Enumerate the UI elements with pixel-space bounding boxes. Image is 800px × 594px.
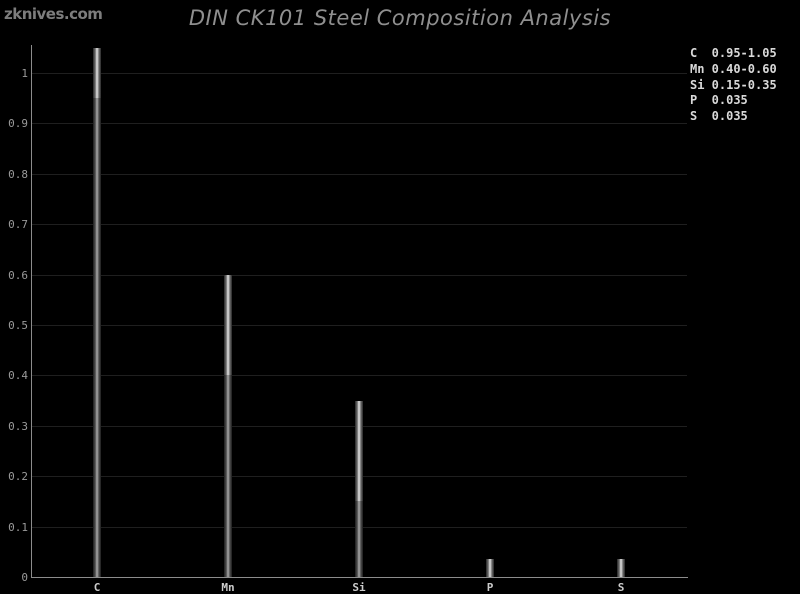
y-gridline xyxy=(31,224,687,226)
legend-element-range: 0.15-0.35 xyxy=(711,77,777,92)
legend-element-range: 0.035 xyxy=(711,93,748,108)
legend-element-range: 0.95-1.05 xyxy=(711,46,777,60)
x-axis-category-label: S xyxy=(617,581,625,594)
legend-element-symbol: C xyxy=(690,46,698,60)
bar-segment-spec-range xyxy=(224,274,232,376)
bar-segment-spec-range xyxy=(617,559,625,577)
bar-segment-spec-range xyxy=(486,559,494,577)
legend-row: C 0.95-1.05 xyxy=(690,46,777,62)
legend-row: Si 0.15-0.35 xyxy=(690,78,777,94)
y-axis-tick-label: 0.4 xyxy=(8,369,28,383)
y-axis-tick-label: 0.1 xyxy=(8,520,28,534)
y-axis-tick-label: 0.8 xyxy=(8,167,28,181)
y-gridline xyxy=(31,274,687,276)
bar-segment-below-min xyxy=(93,98,101,577)
x-axis-category-label: Si xyxy=(352,581,366,594)
legend-element-symbol: Si xyxy=(690,77,705,92)
x-axis-line xyxy=(31,577,688,578)
x-axis-category-label: P xyxy=(486,581,494,594)
legend-row: S 0.035 xyxy=(690,109,777,125)
legend-row: Mn 0.40-0.60 xyxy=(690,62,777,78)
chart-legend: C 0.95-1.05 Mn 0.40-0.60 Si 0.15-0.35 P 0.035 S 0… xyxy=(690,46,777,125)
y-gridline xyxy=(31,375,687,377)
y-axis-tick-label: 0 xyxy=(21,571,28,584)
y-axis-line xyxy=(31,45,32,578)
y-axis-tick-label: 0.3 xyxy=(8,419,28,433)
site-watermark-link[interactable]: zknives.com xyxy=(4,5,103,23)
y-gridline xyxy=(31,73,687,74)
y-axis-tick-label: 0.2 xyxy=(8,470,28,484)
y-axis-tick-label: 0.6 xyxy=(8,268,28,282)
y-axis-tick-label: 0.7 xyxy=(8,218,28,232)
legend-element-symbol: S xyxy=(690,109,698,124)
legend-element-range: 0.035 xyxy=(711,109,748,124)
legend-row: P 0.035 xyxy=(690,93,777,109)
legend-element-symbol: Mn xyxy=(690,61,705,76)
y-gridline xyxy=(31,173,687,175)
y-gridline xyxy=(31,325,687,326)
legend-element-range: 0.40-0.60 xyxy=(711,61,777,76)
x-axis-category-label: Mn xyxy=(221,581,235,594)
y-axis-tick-label: 1 xyxy=(21,67,28,80)
bar-segment-below-min xyxy=(224,375,232,577)
chart-title: DIN CK101 Steel Composition Analysis xyxy=(188,6,612,30)
x-axis-category-label: C xyxy=(93,581,101,594)
y-gridline xyxy=(31,123,687,125)
bar-segment-below-min xyxy=(355,501,363,577)
y-axis-tick-label: 0.9 xyxy=(8,117,28,131)
legend-element-symbol: P xyxy=(690,93,698,108)
bar-segment-spec-range xyxy=(93,47,101,99)
y-axis-tick-label: 0.5 xyxy=(8,319,28,332)
bar-segment-spec-range xyxy=(355,400,363,502)
